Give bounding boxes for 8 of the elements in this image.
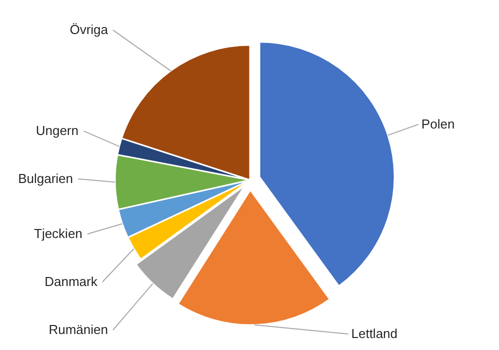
slice-label: Polen bbox=[421, 116, 455, 132]
slice-label: Övriga bbox=[70, 22, 109, 38]
slice-label: Tjeckien bbox=[34, 226, 82, 241]
slice-label: Danmark bbox=[44, 274, 98, 289]
slice-label: Bulgarien bbox=[18, 170, 74, 186]
slice-label: Ungern bbox=[36, 122, 78, 138]
slice-label: Rumänien bbox=[48, 322, 108, 337]
slice-label: Lettland bbox=[351, 326, 398, 341]
